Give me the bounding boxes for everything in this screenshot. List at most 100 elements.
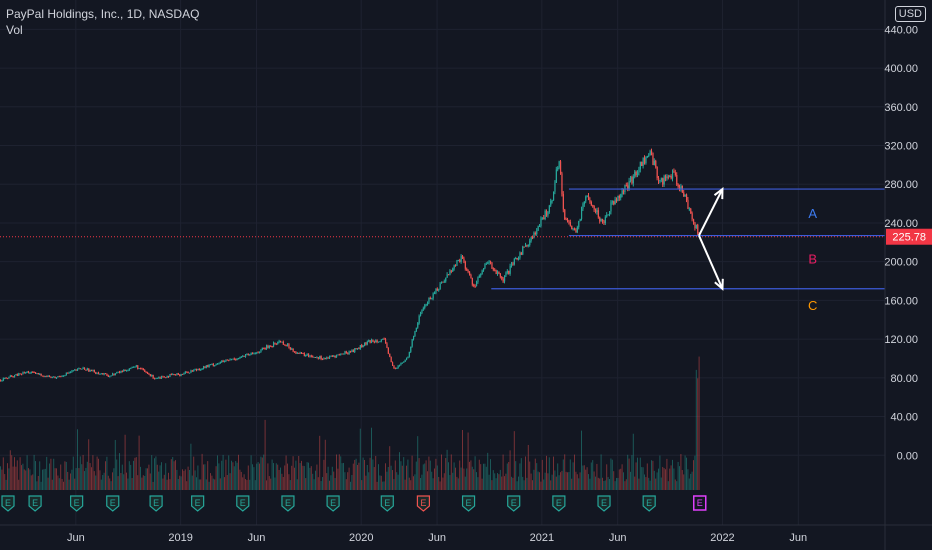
- candle-body: [564, 209, 566, 220]
- candle-body: [298, 352, 300, 354]
- earnings-marker[interactable]: [281, 495, 295, 512]
- volume-bar: [439, 481, 441, 490]
- volume-bar: [382, 481, 384, 490]
- earnings-marker-label: E: [420, 498, 426, 508]
- candle-body: [207, 365, 209, 367]
- volume-bar: [322, 477, 323, 490]
- trend-arrow[interactable]: [698, 188, 724, 236]
- candle-body: [467, 270, 469, 272]
- volume-bar: [177, 479, 179, 490]
- candle-body: [631, 177, 633, 184]
- candle-body: [666, 176, 668, 179]
- volume-bar: [189, 469, 190, 490]
- y-tick-label: 240.00: [884, 218, 918, 230]
- volume-bar: [385, 463, 386, 490]
- volume-bar: [588, 474, 589, 490]
- trend-arrow[interactable]: [698, 235, 724, 290]
- earnings-marker[interactable]: [692, 495, 707, 511]
- volume-bar: [175, 460, 176, 490]
- volume-bar: [478, 459, 480, 490]
- volume-bar: [618, 469, 620, 490]
- candle-body: [362, 345, 364, 348]
- candle-body: [148, 373, 150, 375]
- candle-body: [98, 372, 100, 375]
- volume-bar: [14, 457, 15, 490]
- volume-bar: [697, 378, 699, 490]
- candle-body: [683, 192, 685, 197]
- candle-body: [30, 371, 32, 373]
- candle-body: [242, 355, 244, 357]
- volume-bar: [19, 457, 21, 490]
- candle-body: [4, 377, 6, 379]
- earnings-marker[interactable]: [28, 495, 42, 512]
- volume-bar: [540, 481, 542, 490]
- candle-body: [245, 354, 247, 357]
- candle-body: [652, 152, 654, 166]
- volume-bar: [351, 475, 353, 490]
- candle-body: [56, 377, 58, 379]
- volume-bar: [383, 481, 385, 490]
- candle-body: [540, 218, 542, 226]
- volume-bar: [653, 470, 655, 490]
- volume-bar: [238, 454, 239, 490]
- volume-bar: [628, 458, 630, 490]
- price-axis[interactable]: [885, 0, 932, 550]
- candle-body: [228, 359, 230, 361]
- x-tick-label: Jun: [67, 532, 85, 544]
- candle-body: [21, 374, 23, 376]
- currency-button[interactable]: USD: [894, 6, 926, 22]
- volume-bar: [561, 470, 563, 490]
- volume-bar: [469, 461, 470, 490]
- volume-bar: [156, 464, 158, 490]
- volume-bar: [310, 466, 312, 490]
- volume-bar: [212, 478, 214, 490]
- candle-body: [39, 373, 41, 375]
- candle-body: [588, 196, 590, 201]
- candle-body: [299, 352, 301, 354]
- volume-bar: [371, 427, 372, 490]
- volume-bar: [669, 468, 671, 490]
- volume-bar: [308, 462, 309, 490]
- earnings-marker[interactable]: [70, 495, 84, 512]
- earnings-marker[interactable]: [106, 495, 120, 512]
- volume-bar: [569, 459, 571, 490]
- volume-bar: [679, 466, 680, 490]
- candle-body: [464, 261, 466, 269]
- volume-bar: [558, 475, 560, 490]
- volume-bar: [72, 456, 74, 490]
- earnings-marker[interactable]: [191, 495, 205, 512]
- earnings-marker[interactable]: [149, 495, 163, 512]
- volume-bar: [253, 467, 255, 490]
- volume-bar: [107, 475, 109, 490]
- earnings-marker[interactable]: [461, 495, 476, 512]
- candle-body: [434, 292, 436, 294]
- earnings-marker[interactable]: [416, 495, 431, 512]
- volume-bar: [99, 470, 101, 490]
- earnings-marker[interactable]: [326, 495, 340, 512]
- candle-body: [359, 345, 361, 349]
- volume-bar: [46, 456, 48, 490]
- earnings-marker[interactable]: [380, 495, 394, 512]
- candle-body: [235, 359, 237, 361]
- volume-bar: [233, 466, 235, 490]
- candle-body: [494, 269, 496, 271]
- volume-bar: [295, 460, 297, 490]
- volume-bar: [386, 471, 388, 490]
- candle-body: [418, 315, 420, 324]
- earnings-marker[interactable]: [507, 495, 521, 512]
- candle-body: [655, 160, 657, 167]
- candle-body: [660, 178, 662, 181]
- earnings-marker[interactable]: [552, 495, 566, 512]
- volume-bar: [625, 479, 627, 490]
- candle-body: [639, 161, 641, 170]
- candle-body: [617, 195, 619, 202]
- volume-bar: [491, 480, 493, 490]
- earnings-marker[interactable]: [642, 495, 656, 512]
- candle-body: [40, 373, 42, 376]
- earnings-marker[interactable]: [1, 495, 15, 512]
- volume-bar: [89, 463, 91, 490]
- earnings-marker[interactable]: [236, 495, 250, 512]
- earnings-marker[interactable]: [597, 495, 611, 512]
- volume-bar: [476, 472, 477, 490]
